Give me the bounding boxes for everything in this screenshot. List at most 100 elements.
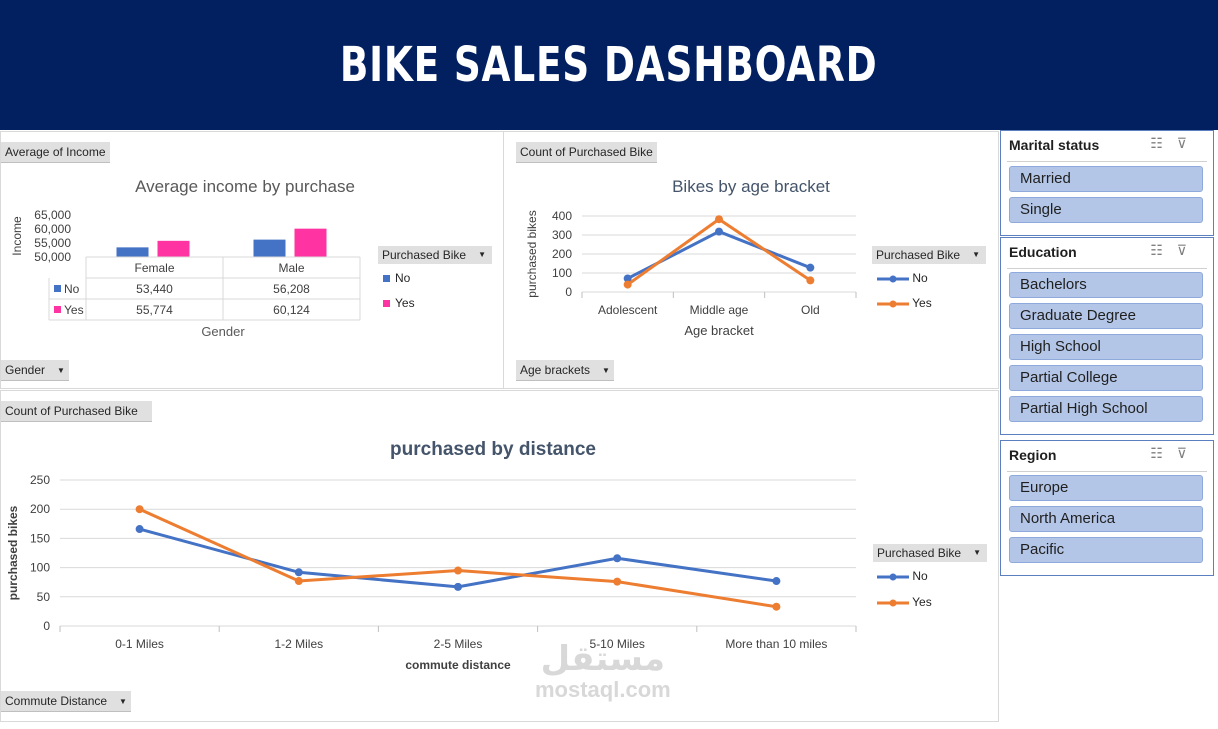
legend-item-no: No (383, 271, 410, 285)
slicer-item-north-america[interactable]: North America (1009, 506, 1203, 532)
point-no-2-5-miles (454, 582, 462, 591)
x-category-label: Male (278, 261, 304, 275)
bar-no-male (253, 239, 286, 257)
dropdown-arrow-icon: ▼ (57, 365, 65, 375)
slicer-item-graduate-degree[interactable]: Graduate Degree (1009, 303, 1203, 329)
point-yes-5-10-miles (613, 577, 622, 586)
x-axis-title: Age bracket (684, 323, 754, 338)
clear-filter-icon[interactable]: ⊽ (1176, 135, 1201, 151)
slicer-item-bachelors[interactable]: Bachelors (1009, 272, 1203, 298)
table-row-label: No (64, 282, 80, 296)
series-line-no (626, 229, 811, 280)
x-category-label: Adolescent (598, 303, 658, 317)
dashboard-banner: BIKE SALES DASHBOARD (0, 0, 1218, 130)
y-tick-label: 200 (552, 247, 572, 261)
legend-label: No (395, 271, 411, 285)
slicer-item-single[interactable]: Single (1009, 197, 1203, 223)
slicer-item-partial-college[interactable]: Partial College (1009, 365, 1203, 391)
series-line-yes (138, 507, 777, 609)
table-cell: 55,774 (136, 303, 173, 317)
slicer-item-pacific[interactable]: Pacific (1009, 537, 1203, 563)
point-no-5-10-miles (613, 554, 622, 563)
chart-title: purchased by distance (390, 439, 596, 460)
legend-item-yes: Yes (877, 595, 932, 609)
bar-no-female (116, 247, 149, 257)
axis-field-button[interactable]: Gender ▼ (1, 360, 69, 381)
series-line-no (139, 527, 777, 589)
chart-title: Bikes by age bracket (672, 177, 830, 196)
value-field-button[interactable]: Count of Purchased Bike (516, 142, 657, 163)
point-no-more-than-10-miles (772, 577, 781, 586)
distance-chart: purchased by distance 250 200 150 100 50 0 0-1 … (6, 439, 857, 672)
multi-select-icon[interactable]: ☷ (1150, 445, 1177, 461)
axis-field-button[interactable]: Age brackets ▼ (516, 360, 614, 381)
y-axis-title: Income (10, 216, 24, 256)
point-yes-2-5-miles (454, 566, 462, 575)
y-tick-label: 400 (552, 209, 572, 223)
x-category-label: Middle age (690, 303, 749, 317)
value-field-label: Average of Income (5, 145, 106, 159)
legend-label: No (912, 271, 928, 285)
slicer-title: Education (1009, 244, 1077, 260)
point-no-old (806, 263, 815, 272)
legend-filter-button[interactable]: Purchased Bike ▼ (873, 544, 987, 562)
value-field-label: Count of Purchased Bike (5, 404, 138, 418)
x-category-label: Female (134, 261, 174, 275)
multi-select-icon[interactable]: ☷ (1150, 135, 1177, 151)
x-category-label: 2-5 Miles (434, 637, 483, 651)
point-yes-0-1-miles (135, 505, 144, 514)
value-field-button[interactable]: Average of Income (1, 142, 110, 163)
table-cell: 56,208 (273, 282, 310, 296)
y-tick-label: 150 (30, 531, 50, 545)
point-yes-middle-age (715, 215, 723, 224)
point-yes-adolescent (623, 280, 632, 289)
point-yes-old (806, 276, 815, 285)
legend-title: Purchased Bike (876, 248, 961, 262)
y-tick-label: 0 (43, 619, 50, 633)
legend-line-marker-icon (877, 300, 909, 308)
legend-filter-button[interactable]: Purchased Bike ▼ (378, 246, 492, 264)
y-tick-label: 50 (37, 590, 51, 604)
legend-line-marker-icon (877, 599, 909, 607)
point-no-1-2-miles (294, 568, 303, 577)
legend-filter-button[interactable]: Purchased Bike ▼ (872, 246, 986, 264)
y-tick-label: 100 (30, 561, 50, 575)
multi-select-icon[interactable]: ☷ (1150, 242, 1177, 258)
value-field-button[interactable]: Count of Purchased Bike (1, 401, 152, 422)
slicer-region: Region ☷⊽ Europe North America Pacific (1000, 440, 1214, 576)
clear-filter-icon[interactable]: ⊽ (1176, 445, 1201, 461)
slicer-item-partial-high-school[interactable]: Partial High School (1009, 396, 1203, 422)
table-legend-key-icon (54, 306, 61, 313)
dashboard-title: BIKE SALES DASHBOARD (340, 37, 878, 93)
x-axis-title: commute distance (405, 658, 511, 672)
legend-item-yes: Yes (383, 296, 415, 310)
axis-field-button[interactable]: Commute Distance ▼ (1, 691, 131, 712)
bar-yes-male (294, 228, 327, 257)
y-tick-label: 55,000 (34, 236, 71, 250)
slicer-item-europe[interactable]: Europe (1009, 475, 1203, 501)
legend-swatch-icon (383, 300, 390, 307)
y-axis-title: purchased bikes (6, 505, 20, 600)
table-legend-key-icon (54, 285, 61, 292)
axis-field-label: Age brackets (520, 363, 591, 377)
x-category-label: 5-10 Miles (590, 637, 645, 651)
y-tick-label: 0 (565, 285, 572, 299)
dropdown-arrow-icon: ▼ (972, 250, 980, 259)
y-tick-label: 60,000 (34, 222, 71, 236)
income-chart-panel: Average of Income Average income by purc… (0, 131, 504, 389)
point-no-middle-age (715, 227, 723, 236)
age-chart-panel: Count of Purchased Bike Bikes by age bra… (503, 131, 999, 389)
legend-item-yes: Yes (877, 296, 932, 310)
point-no-adolescent (623, 274, 632, 283)
age-chart: Bikes by age bracket 400 300 200 100 0 Adolesc… (525, 177, 857, 338)
clear-filter-icon[interactable]: ⊽ (1176, 242, 1201, 258)
legend-label: No (912, 569, 928, 583)
legend-label: Yes (912, 595, 932, 609)
legend-label: Yes (912, 296, 932, 310)
x-axis-title: Gender (201, 324, 245, 339)
point-yes-1-2-miles (294, 577, 303, 586)
point-yes-more-than-10-miles (772, 602, 781, 611)
y-tick-label: 65,000 (34, 208, 71, 222)
slicer-item-high-school[interactable]: High School (1009, 334, 1203, 360)
slicer-item-married[interactable]: Married (1009, 166, 1203, 192)
